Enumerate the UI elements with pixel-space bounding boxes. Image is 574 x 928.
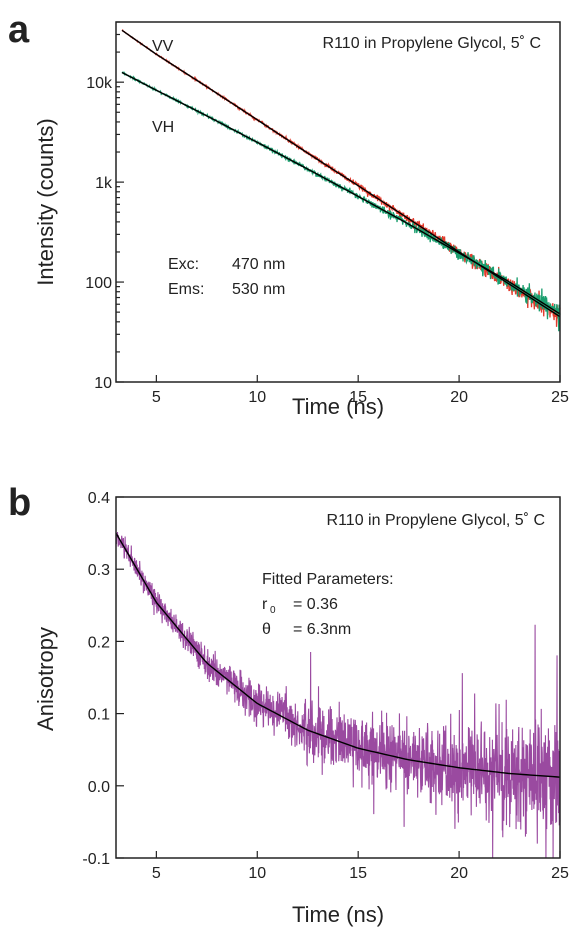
- theta-value: = 6.3nm: [293, 621, 351, 638]
- fitted-parameters-title: Fitted Parameters:: [262, 571, 394, 588]
- panel-b-x-axis-title: Time (ns): [292, 902, 384, 927]
- y-tick-label: 0.3: [88, 562, 110, 579]
- panel-a: a 5 10 15 20 25 10 100 1k 10k Time (ns) Intensi…: [8, 9, 569, 419]
- y-tick-label: 0.0: [88, 779, 110, 796]
- y-tick-label: 0.2: [88, 634, 110, 651]
- panel-a-fit-lines: [121, 29, 561, 318]
- x-tick-label: 10: [248, 865, 266, 882]
- x-tick-label: 25: [551, 865, 569, 882]
- x-tick-label: 15: [349, 389, 367, 406]
- x-tick-label: 25: [551, 389, 569, 406]
- panel-a-letter: a: [8, 9, 30, 51]
- theta-label: θ: [262, 621, 271, 638]
- y-tick-label: -0.1: [82, 851, 110, 868]
- panel-a-y-ticks: 10 100 1k 10k: [85, 21, 124, 392]
- exc-value: 470 nm: [232, 256, 285, 273]
- data-trace-anisotropy: [115, 531, 561, 859]
- x-tick-label: 20: [450, 865, 468, 882]
- series-label-vv: VV: [152, 38, 174, 55]
- y-tick-label: 1k: [95, 175, 113, 192]
- panel-a-plot-frame: [115, 21, 561, 383]
- r0-subscript: 0: [270, 605, 276, 616]
- x-tick-label: 5: [152, 865, 161, 882]
- panel-b-data-trace: [115, 531, 561, 859]
- y-tick-label: 0.4: [88, 490, 110, 507]
- panel-b-title: R110 in Propylene Glycol, 5˚ C: [327, 512, 545, 529]
- panel-b-y-axis-title: Anisotropy: [33, 627, 58, 731]
- panel-b-letter: b: [8, 482, 31, 524]
- y-tick-label: 10k: [86, 75, 113, 92]
- exc-label: Exc:: [168, 256, 199, 273]
- y-tick-label: 10: [94, 375, 112, 392]
- panel-a-y-axis-title: Intensity (counts): [33, 118, 58, 286]
- panel-b-x-ticks: 5 10 15 20 25: [152, 851, 569, 882]
- ems-value: 530 nm: [232, 281, 285, 298]
- x-tick-label: 10: [248, 389, 266, 406]
- y-tick-label: 0.1: [88, 707, 110, 724]
- fit-line-anisotropy: [115, 532, 561, 778]
- panel-a-x-ticks: 5 10 15 20 25: [152, 375, 569, 406]
- panel-a-x-axis-title: Time (ns): [292, 394, 384, 419]
- panel-b: b 5 10 15 20 25 -0.1 0.0 0.1 0.2 0.3 0.4 Time (ns…: [8, 482, 569, 927]
- r0-label: r: [262, 596, 268, 613]
- y-tick-label: 100: [85, 275, 112, 292]
- ems-label: Ems:: [168, 281, 204, 298]
- r0-value: = 0.36: [293, 596, 338, 613]
- panel-b-fit-line: [115, 532, 561, 778]
- panel-a-title: R110 in Propylene Glycol, 5˚ C: [323, 35, 541, 52]
- panel-b-y-ticks: -0.1 0.0 0.1 0.2 0.3 0.4: [82, 490, 124, 868]
- series-label-vh: VH: [152, 119, 174, 136]
- x-tick-label: 20: [450, 389, 468, 406]
- x-tick-label: 5: [152, 389, 161, 406]
- x-tick-label: 15: [349, 865, 367, 882]
- fit-line-vh: [121, 71, 561, 315]
- panel-b-plot-frame: [115, 496, 561, 859]
